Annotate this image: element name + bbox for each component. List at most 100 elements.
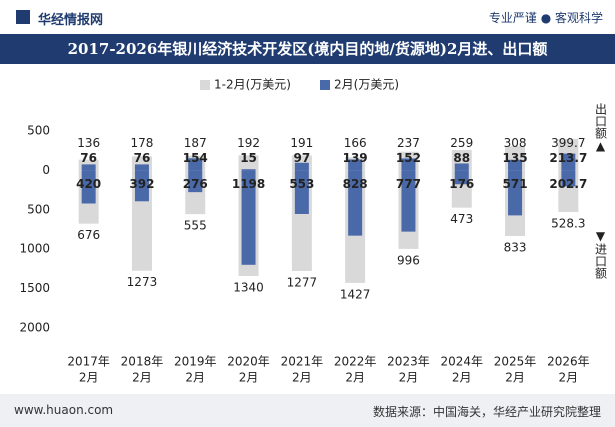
value-label: 192 (237, 136, 260, 150)
x-tick-label: 2018年 (121, 355, 164, 369)
export-bar (238, 155, 259, 171)
y-tick-label: 0 (42, 163, 50, 177)
x-tick-label: 2024年 (440, 355, 483, 369)
value-label: 178 (130, 136, 153, 150)
x-tick-label: 2月 (452, 371, 472, 385)
value-label: 154 (183, 151, 208, 165)
value-label: 399.7 (551, 136, 585, 150)
value-label: 139 (343, 151, 368, 165)
value-label: 1198 (232, 177, 265, 191)
side-label: 出口额▲ (594, 103, 608, 153)
value-label: 828 (343, 177, 368, 191)
import-bar (134, 170, 149, 202)
export-bar (294, 162, 309, 171)
x-tick-label: 2020年 (227, 355, 270, 369)
legend-swatch (200, 80, 210, 90)
logo-text: 华经情报网 (38, 13, 104, 28)
value-label: 777 (396, 177, 421, 191)
value-label: 237 (397, 136, 420, 150)
value-label: 187 (184, 136, 207, 150)
x-tick-label: 2月 (505, 371, 525, 385)
value-label: 1427 (340, 287, 371, 301)
x-tick-label: 2025年 (494, 355, 537, 369)
x-tick-label: 2月 (559, 371, 579, 385)
export-bar (454, 163, 469, 171)
value-label: 176 (449, 177, 474, 191)
footer: www.huaon.com 数据来源：中国海关，华经产业研究院整理 (0, 394, 615, 427)
value-label: 996 (397, 253, 420, 267)
x-tick-label: 2月 (185, 371, 205, 385)
slogan: 专业严谨 ● 客观科学 (488, 11, 603, 25)
x-tick-label: 2月 (239, 371, 259, 385)
logo-icon (16, 10, 30, 24)
value-label: 213.7 (549, 151, 587, 165)
import-bar (241, 170, 256, 265)
value-label: 136 (77, 136, 100, 150)
export-bar (241, 169, 256, 171)
export-bar (81, 164, 96, 171)
value-label: 1340 (233, 280, 264, 294)
x-tick-label: 2019年 (174, 355, 217, 369)
x-tick-label: 2026年 (547, 355, 590, 369)
y-tick-label: 500 (27, 124, 50, 138)
x-tick-label: 2022年 (334, 355, 377, 369)
website: www.huaon.com (14, 403, 114, 417)
import-bar (401, 170, 416, 232)
x-tick-label: 2017年 (67, 355, 110, 369)
y-tick-label: 2000 (19, 321, 50, 335)
import-bar (561, 170, 576, 187)
value-label: 202.7 (549, 177, 587, 191)
value-label: 152 (396, 151, 421, 165)
value-label: 676 (77, 228, 100, 242)
value-label: 833 (504, 241, 527, 255)
import-bar (508, 170, 523, 216)
export-bar (561, 153, 576, 171)
source: 数据来源：中国海关，华经产业研究院整理 (372, 405, 601, 419)
x-tick-label: 2021年 (281, 355, 324, 369)
value-label: 1273 (127, 275, 158, 289)
value-label: 555 (184, 219, 207, 233)
export-bar (401, 158, 416, 171)
x-tick-label: 2月 (132, 371, 152, 385)
value-label: 276 (183, 177, 208, 191)
y-tick-label: 1500 (19, 281, 50, 295)
value-label: 191 (290, 136, 313, 150)
value-label: 97 (293, 151, 310, 165)
value-label: 571 (503, 177, 528, 191)
value-label: 166 (344, 136, 367, 150)
import-bar (81, 170, 96, 204)
export-bar (508, 159, 523, 171)
export-bar (188, 158, 203, 171)
import-bar (454, 170, 469, 185)
x-tick-label: 2月 (345, 371, 365, 385)
import-bar (188, 170, 203, 193)
chart: 500 0 500 1000 1500 2000 1-2月(万美元) 2月(万美元) 出口额▲ ▼… (19, 78, 608, 385)
y-tick-label: 1000 (19, 242, 50, 256)
legend-swatch (320, 80, 330, 90)
x-tick-label: 2月 (79, 371, 99, 385)
chart-title: 2017-2026年银川经济技术开发区(境内目的地/货源地)2月进、出口额 (0, 34, 615, 64)
x-tick-label: 2月 (292, 371, 312, 385)
value-label: 76 (80, 151, 97, 165)
side-label: ▼进口额 (594, 229, 608, 280)
value-label: 420 (76, 177, 101, 191)
import-bar (294, 170, 309, 214)
export-bar (134, 164, 149, 171)
value-label: 1277 (287, 276, 318, 290)
value-label: 528.3 (551, 217, 585, 231)
x-tick-label: 2月 (399, 371, 419, 385)
value-label: 473 (450, 212, 473, 226)
value-label: 15 (240, 151, 257, 165)
value-label: 259 (450, 136, 473, 150)
import-bar (348, 170, 363, 236)
export-bar (348, 159, 363, 171)
value-label: 553 (289, 177, 314, 191)
value-label: 88 (453, 151, 470, 165)
legend-label: 1-2月(万美元) (214, 78, 291, 92)
value-label: 135 (503, 151, 528, 165)
header: 华经情报网 专业严谨 ● 客观科学 (0, 0, 615, 34)
legend-label: 2月(万美元) (334, 78, 399, 92)
value-label: 76 (134, 151, 151, 165)
y-tick-label: 500 (27, 202, 50, 216)
